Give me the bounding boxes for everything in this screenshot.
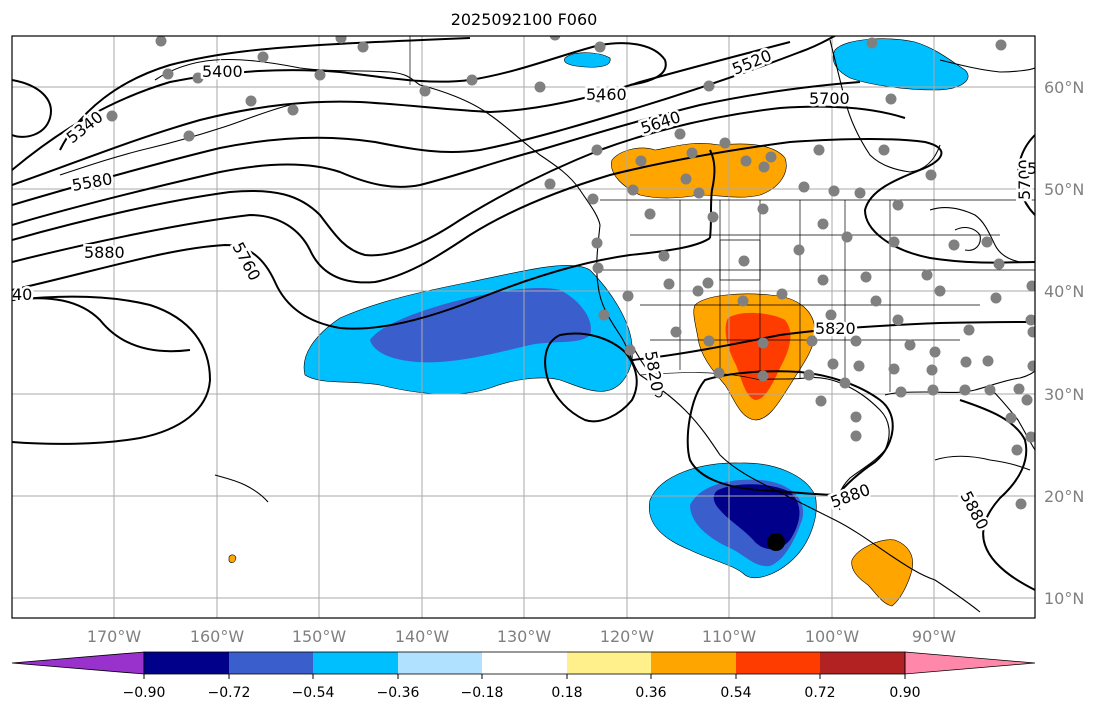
colorbar-tick-label: 0.36 [635, 685, 666, 701]
lon-label: 150°W [292, 627, 347, 646]
lat-label: 30°N [1044, 385, 1084, 404]
colorbar-tick-label: −0.72 [208, 685, 251, 701]
contour-label: 5820 [815, 319, 856, 338]
colorbar-extend-high [904, 651, 1036, 675]
colorbar-tick-label: −0.36 [377, 685, 420, 701]
colorbar-segment [651, 652, 736, 674]
colorbar-tick-label: 0.18 [551, 685, 582, 701]
anomaly-fills [228, 38, 969, 607]
neg-anomaly-mexico-core [713, 484, 800, 550]
lat-label: 40°N [1044, 282, 1084, 301]
lon-label: 130°W [497, 627, 552, 646]
colorbar-segment [736, 652, 820, 674]
contour-label: 5700 [809, 89, 850, 108]
colorbar-segment [820, 652, 905, 674]
colorbar-segment [482, 652, 567, 674]
neg-anomaly-small [564, 52, 611, 68]
storm-center-marker [767, 533, 785, 551]
pos-anomaly-hawaii [228, 554, 237, 563]
lon-label: 120°W [600, 627, 655, 646]
contour-label: 40 [12, 285, 32, 304]
lon-label: 170°W [87, 627, 142, 646]
contour-label: 5400 [202, 62, 243, 81]
colorbar-segment [398, 652, 482, 674]
height-contours [12, 36, 1035, 591]
colorbar-segment [567, 652, 651, 674]
colorbar-tick-label: −0.90 [123, 685, 166, 701]
colorbar-ticks [143, 674, 906, 679]
graticule [12, 36, 1035, 618]
longitude-labels: 170°W 160°W 150°W 140°W 130°W 120°W 110°… [87, 627, 956, 646]
lat-label: 60°N [1044, 78, 1084, 97]
contour-label: 5460 [586, 85, 627, 104]
latitude-labels: 60°N 50°N 40°N 30°N 20°N 10°N [1044, 78, 1084, 608]
lon-label: 90°W [912, 627, 956, 646]
lat-label: 50°N [1044, 180, 1084, 199]
map-title: 2025092100 F060 [450, 10, 598, 29]
lon-label: 110°W [702, 627, 757, 646]
colorbar-extend-low [11, 651, 145, 675]
station-markers [106, 36, 1035, 510]
pos-anomaly-centralamerica [851, 539, 913, 607]
colorbar-segment [229, 652, 313, 674]
colorbar-tick-label: −0.18 [461, 685, 504, 701]
lon-label: 140°W [395, 627, 450, 646]
neg-anomaly-pacific-core [370, 288, 591, 363]
lon-label: 160°W [190, 627, 245, 646]
contour-label: 5 [1027, 159, 1037, 178]
pos-anomaly-southwest-core [725, 312, 791, 400]
colorbar-tick-label: 0.90 [889, 685, 920, 701]
lat-label: 10°N [1044, 589, 1084, 608]
colorbar-tick-label: 0.54 [720, 685, 751, 701]
contour-label: 5700 [1015, 159, 1034, 200]
colorbar-tick-label: −0.54 [292, 685, 335, 701]
colorbar-segment [144, 652, 229, 674]
contour-label: 5880 [84, 243, 125, 262]
lon-label: 100°W [805, 627, 860, 646]
colorbar-tick-label: 0.72 [804, 685, 835, 701]
colorbar: −0.90 −0.72 −0.54 −0.36 −0.18 0.18 0.36 … [11, 651, 1036, 701]
lat-label: 20°N [1044, 487, 1084, 506]
map-frame [11, 35, 1036, 619]
colorbar-segment [313, 652, 398, 674]
